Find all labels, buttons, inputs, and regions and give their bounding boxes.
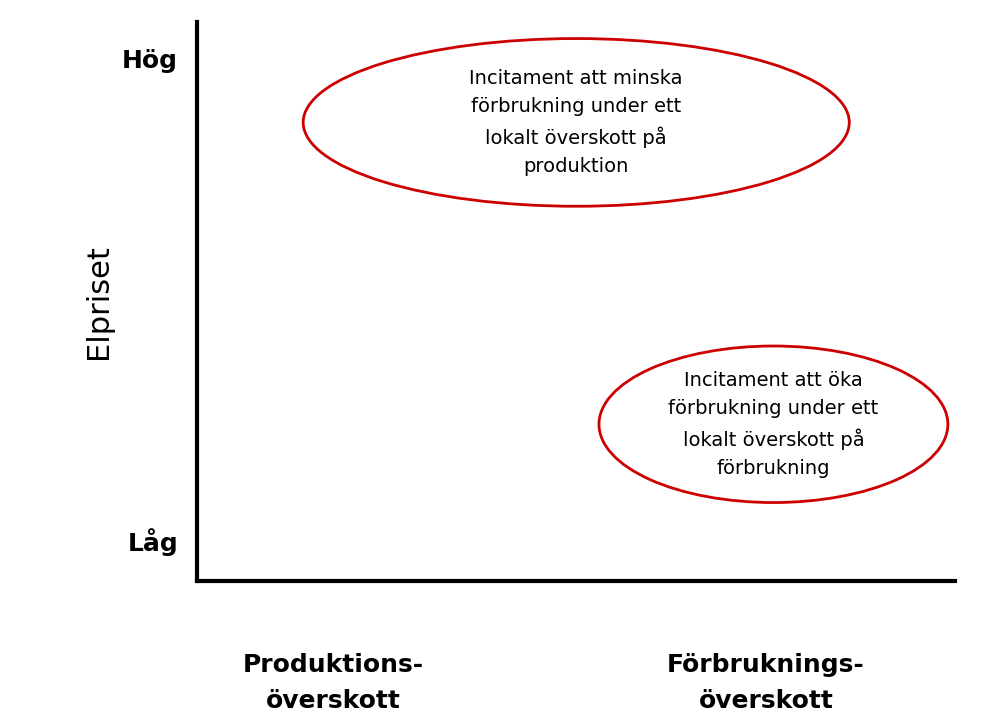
Text: Incitament att minska
förbrukning under ett
lokalt överskott på
produktion: Incitament att minska förbrukning under … — [470, 69, 683, 176]
Text: Elpriset: Elpriset — [84, 244, 113, 359]
Text: Produktions-
överskott: Produktions- överskott — [243, 653, 425, 713]
Text: Incitament att öka
förbrukning under ett
lokalt överskott på
förbrukning: Incitament att öka förbrukning under ett… — [668, 371, 879, 478]
Text: Låg: Låg — [127, 528, 178, 555]
Text: Förbruknings-
överskott: Förbruknings- överskott — [667, 653, 865, 713]
Text: Hög: Hög — [122, 49, 178, 73]
